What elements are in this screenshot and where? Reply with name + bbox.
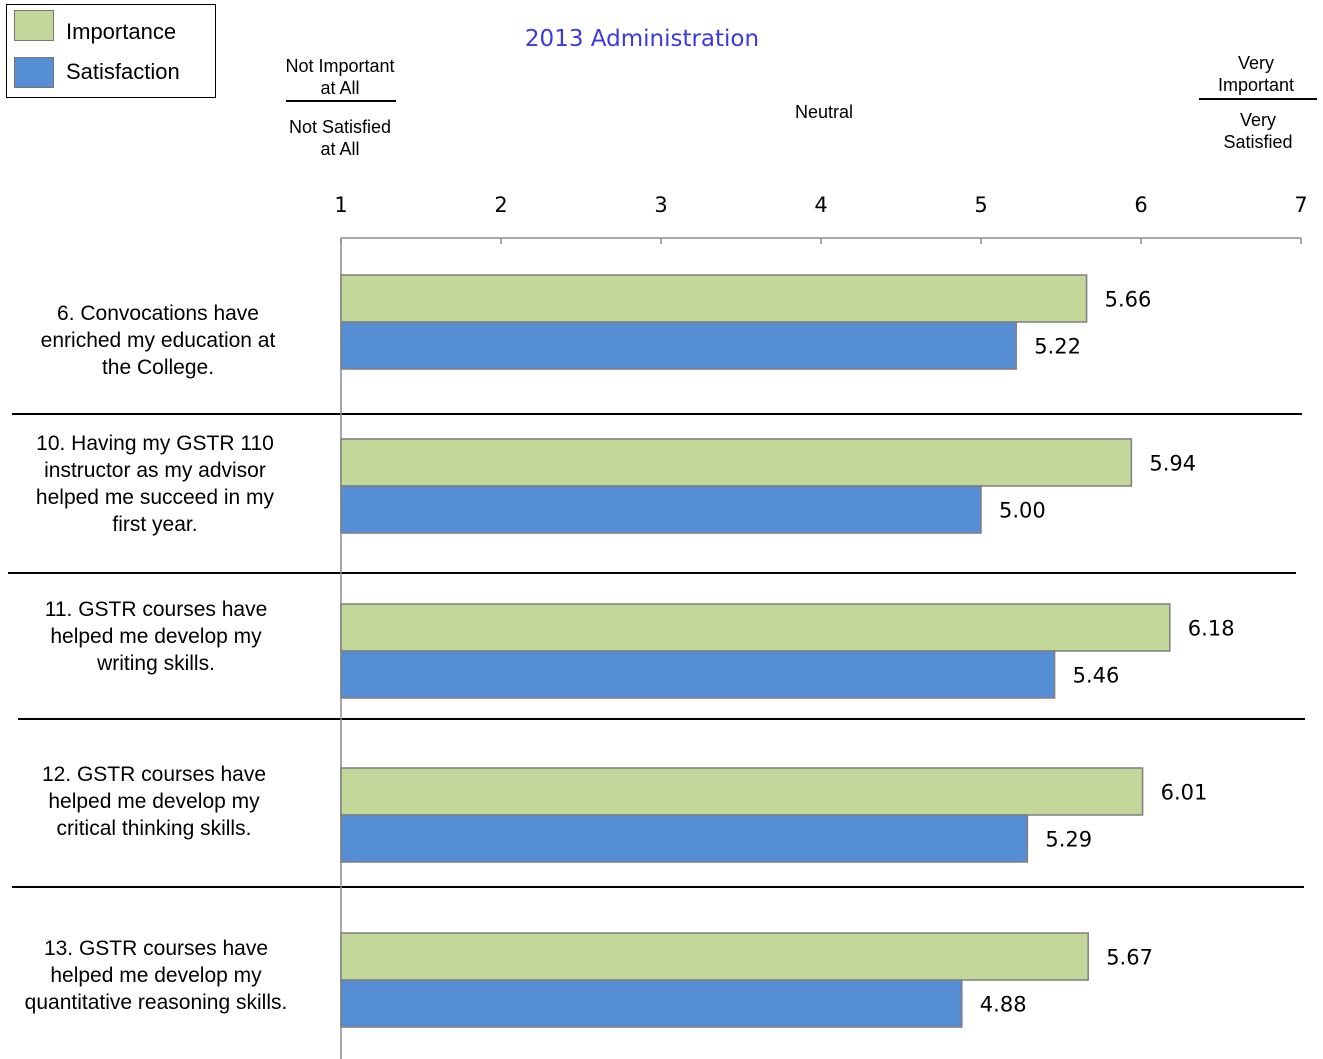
importance-value-label: 5.67 xyxy=(1106,946,1153,970)
x-tick-label: 3 xyxy=(654,193,667,217)
satisfaction-bar xyxy=(340,485,982,534)
importance-legend-label: Importance xyxy=(66,19,177,44)
row-separator xyxy=(8,572,1296,574)
not-important-label: Not Important at All xyxy=(285,56,395,98)
x-tick-label: 1 xyxy=(334,193,347,217)
satisfaction-legend-label: Satisfaction xyxy=(66,59,180,84)
satisfaction-swatch xyxy=(14,57,54,88)
row-separator xyxy=(12,886,1304,888)
importance-value-label: 6.18 xyxy=(1188,617,1235,641)
neutral-label: Neutral xyxy=(794,102,854,122)
x-tick-label: 2 xyxy=(494,193,507,217)
x-axis: 1 2 3 4 5 6 7 xyxy=(334,193,1308,1059)
question-label: 12. GSTR courses have helped me develop … xyxy=(41,763,267,840)
x-tick-label: 6 xyxy=(1134,193,1147,217)
row-separator xyxy=(18,718,1305,720)
very-important-label: Very Important xyxy=(1217,53,1295,95)
data-labels: 5.66 5.94 6.18 6.01 5.67 5.22 5.00 5.46 5.29 4.88 xyxy=(980,288,1235,1017)
legend: Importance Satisfaction xyxy=(6,4,216,98)
satisfaction-bar xyxy=(340,814,1029,863)
importance-bar xyxy=(340,438,1133,487)
satisfaction-value-label: 5.46 xyxy=(1073,664,1120,688)
importance-bar xyxy=(340,274,1088,323)
importance-value-label: 6.01 xyxy=(1161,781,1208,805)
importance-bar xyxy=(340,603,1171,652)
very-satisfied-label: Very Satisfied xyxy=(1223,110,1293,152)
importance-swatch xyxy=(14,10,54,41)
x-tick-label: 7 xyxy=(1294,193,1307,217)
left-scale-divider xyxy=(286,100,396,102)
not-satisfied-label: Not Satisfied at All xyxy=(288,117,392,159)
row-separator xyxy=(12,413,1302,415)
right-scale-divider xyxy=(1199,98,1317,100)
chart-title: 2013 Administration xyxy=(524,26,760,52)
x-tick-label: 5 xyxy=(974,193,987,217)
question-label: 11. GSTR courses have helped me develop … xyxy=(44,598,268,675)
satisfaction-value-label: 5.22 xyxy=(1034,335,1081,359)
satisfaction-bar xyxy=(340,321,1017,370)
satisfaction-value-label: 5.29 xyxy=(1045,828,1092,852)
satisfaction-bar xyxy=(340,650,1056,699)
satisfaction-bar xyxy=(340,979,963,1028)
importance-value-label: 5.66 xyxy=(1105,288,1152,312)
question-label: 6. Convocations have enriched my educati… xyxy=(40,302,276,379)
importance-value-label: 5.94 xyxy=(1149,452,1196,476)
importance-bar xyxy=(340,767,1144,816)
bars xyxy=(340,274,1171,1028)
importance-bar xyxy=(340,932,1089,981)
question-label: 10. Having my GSTR 110 instructor as my … xyxy=(35,432,275,536)
question-label: 13. GSTR courses have helped me develop … xyxy=(24,937,288,1014)
satisfaction-value-label: 5.00 xyxy=(999,499,1046,523)
x-tick-label: 4 xyxy=(814,193,827,217)
satisfaction-value-label: 4.88 xyxy=(980,993,1027,1017)
